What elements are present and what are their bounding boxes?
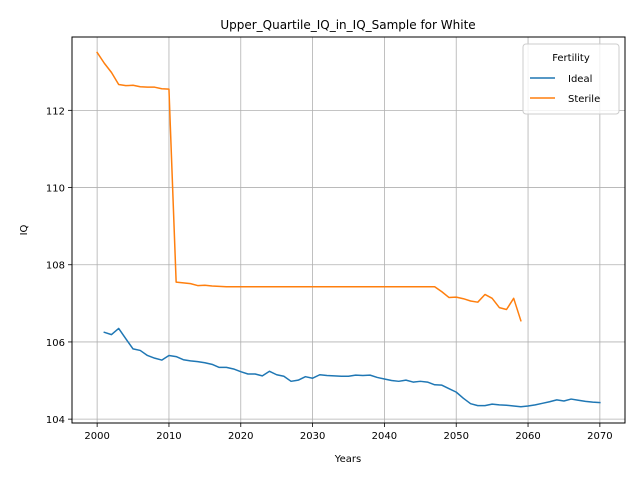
- series-line-sterile: [96, 51, 522, 322]
- plot-frame: [71, 36, 626, 424]
- y-tick-label: 110: [46, 184, 65, 195]
- x-tick-label: 2050: [444, 431, 469, 442]
- x-tick-label: 2020: [228, 431, 253, 442]
- x-tick-label: 2010: [156, 431, 181, 442]
- legend: Fertility Ideal Sterile: [522, 43, 620, 115]
- y-axis: 104 106 108 110 112: [46, 106, 72, 426]
- x-axis: 2000 2010 2020 2030 2040 2050 2060 2070: [84, 423, 613, 442]
- x-tick-label: 2070: [587, 431, 612, 442]
- legend-title: Fertility: [552, 53, 590, 64]
- y-tick-label: 106: [46, 338, 65, 349]
- y-tick-label: 108: [46, 261, 65, 272]
- x-tick-label: 2060: [515, 431, 540, 442]
- legend-label-sterile: Sterile: [568, 94, 600, 105]
- x-tick-label: 2000: [84, 431, 109, 442]
- series-line-ideal: [103, 327, 601, 408]
- x-tick-label: 2030: [300, 431, 325, 442]
- y-axis-label: IQ: [19, 224, 30, 235]
- series-layer: [96, 51, 601, 408]
- legend-label-ideal: Ideal: [568, 74, 592, 85]
- x-axis-label: Years: [334, 454, 361, 465]
- x-tick-label: 2040: [372, 431, 397, 442]
- y-tick-label: 104: [46, 415, 65, 426]
- legend-box: [522, 43, 620, 115]
- y-tick-label: 112: [46, 106, 65, 117]
- chart-title: Upper_Quartile_IQ_in_IQ_Sample for White: [220, 18, 475, 32]
